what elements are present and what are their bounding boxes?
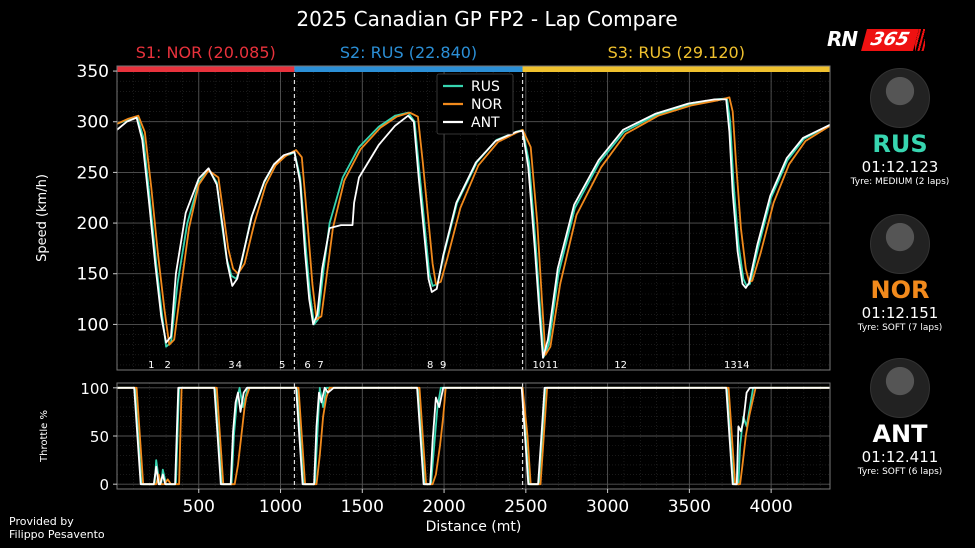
xtick-label: 2000 bbox=[422, 497, 465, 517]
speed-line-rus bbox=[116, 97, 831, 358]
speed-frame bbox=[116, 65, 831, 371]
throttle-ytick-label: 100 bbox=[80, 380, 109, 398]
speed-ytick-label: 300 bbox=[77, 113, 109, 133]
corner-label: 6 bbox=[304, 360, 310, 371]
sector-bar-1 bbox=[117, 66, 295, 72]
driver-avatar-nor bbox=[870, 214, 930, 274]
driver-code-rus: RUS bbox=[872, 130, 928, 158]
speed-line-nor bbox=[116, 96, 831, 356]
corner-label: 7 bbox=[317, 360, 323, 371]
speed-ytick-label: 150 bbox=[77, 265, 109, 285]
credit-line-2: Filippo Pesavento bbox=[9, 528, 105, 541]
driver-laptime-nor: 01:12.151 bbox=[861, 304, 939, 322]
driver-laptime-ant: 01:12.411 bbox=[861, 448, 939, 466]
corner-label: 9 bbox=[440, 360, 446, 371]
legend-box bbox=[436, 73, 514, 135]
corner-label: 5 bbox=[279, 360, 285, 371]
chart-title: 2025 Canadian GP FP2 - Lap Compare bbox=[296, 7, 677, 31]
corner-label: 8 bbox=[427, 360, 433, 371]
xtick-label: 2500 bbox=[504, 497, 547, 517]
xtick-label: 3000 bbox=[586, 497, 629, 517]
xtick-label: 1000 bbox=[259, 497, 302, 517]
credit-text: Provided by Filippo Pesavento bbox=[9, 515, 105, 541]
driver-tyre-nor: Tyre: SOFT (7 laps) bbox=[857, 323, 943, 333]
xtick-label: 3500 bbox=[668, 497, 711, 517]
corner-label: 1314 bbox=[724, 360, 749, 371]
corner-label: 12 bbox=[614, 360, 627, 371]
corner-label: 2 bbox=[165, 360, 171, 371]
driver-card-ant: ANT 01:12.411 Tyre: SOFT (6 laps) bbox=[832, 358, 968, 479]
corner-label: 1 bbox=[148, 360, 154, 371]
driver-tyre-ant: Tyre: SOFT (6 laps) bbox=[857, 467, 943, 477]
corner-label: 11 bbox=[546, 360, 559, 371]
xtick-label: 500 bbox=[183, 497, 215, 517]
driver-code-ant: ANT bbox=[872, 420, 928, 448]
logo-text-365: 365 bbox=[861, 29, 919, 51]
driver-card-rus: RUS 01:12.123 Tyre: MEDIUM (2 laps) bbox=[832, 68, 968, 189]
xtick-label: 4000 bbox=[749, 497, 792, 517]
throttle-ytick-label: 0 bbox=[99, 476, 109, 494]
driver-laptime-rus: 01:12.123 bbox=[861, 158, 939, 176]
sector-label-3: S3: RUS (29.120) bbox=[608, 43, 745, 62]
logo-text-rn: RN bbox=[827, 27, 858, 51]
driver-card-nor: NOR 01:12.151 Tyre: SOFT (7 laps) bbox=[832, 214, 968, 335]
sector-bar-2 bbox=[294, 66, 523, 72]
corner-label: 3 bbox=[228, 360, 234, 371]
throttle-ylabel: Throttle % bbox=[39, 410, 50, 463]
driver-avatar-rus bbox=[870, 68, 930, 128]
legend-label-ant: ANT bbox=[471, 115, 500, 131]
throttle-line-ant bbox=[117, 386, 830, 486]
rn365-logo: RN 365 bbox=[827, 27, 927, 53]
logo-stripes bbox=[915, 29, 925, 51]
corner-label: 4 bbox=[236, 360, 242, 371]
speed-ytick-label: 100 bbox=[77, 315, 109, 335]
driver-avatar-ant bbox=[870, 358, 930, 418]
xlabel: Distance (mt) bbox=[426, 519, 522, 535]
speed-line-ant bbox=[116, 98, 831, 359]
xtick-label: 1500 bbox=[341, 497, 384, 517]
sector-label-1: S1: NOR (20.085) bbox=[136, 43, 276, 62]
speed-ylabel: Speed (km/h) bbox=[35, 174, 50, 262]
driver-tyre-rus: Tyre: MEDIUM (2 laps) bbox=[850, 177, 950, 187]
throttle-ytick-label: 50 bbox=[90, 428, 109, 446]
speed-ytick-label: 250 bbox=[77, 163, 109, 183]
corner-label: 10 bbox=[533, 360, 546, 371]
speed-ytick-label: 200 bbox=[77, 214, 109, 234]
legend-label-rus: RUS bbox=[471, 79, 500, 95]
sector-label-2: S2: RUS (22.840) bbox=[340, 43, 477, 62]
credit-line-1: Provided by bbox=[9, 515, 74, 528]
sector-bar-3 bbox=[522, 66, 830, 72]
speed-ytick-label: 350 bbox=[77, 62, 109, 82]
driver-code-nor: NOR bbox=[870, 276, 930, 304]
legend-label-nor: NOR bbox=[471, 97, 502, 113]
